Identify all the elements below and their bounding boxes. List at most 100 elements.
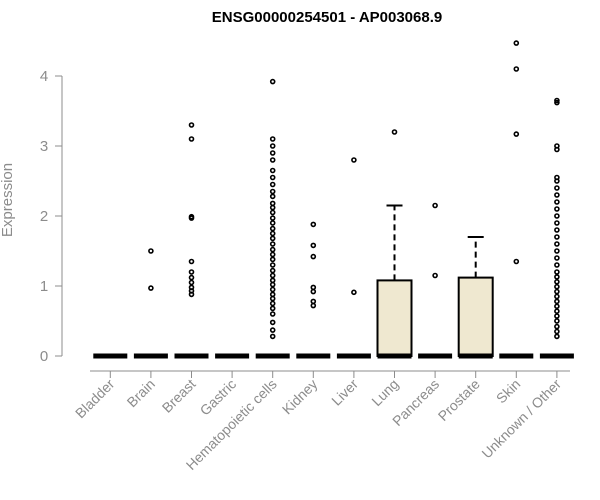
outlier-point: [310, 302, 317, 309]
outlier-point: [554, 206, 560, 212]
y-tick-label: 3: [40, 138, 48, 155]
outlier-point: [269, 157, 276, 163]
outlier-point: [269, 327, 276, 333]
outlier-point: [269, 305, 276, 312]
x-tick-label-skin: Skin: [493, 376, 524, 407]
outlier-point: [554, 255, 560, 261]
outlier-point: [188, 279, 195, 286]
outlier-point: [554, 288, 560, 295]
outlier-point: [554, 308, 560, 315]
outlier-point: [554, 323, 560, 330]
outlier-point: [188, 284, 195, 291]
outlier-point: [269, 143, 276, 149]
outlier-point: [513, 131, 520, 137]
outlier-point: [554, 213, 560, 219]
outlier-point: [351, 157, 357, 163]
outlier-point: [554, 199, 560, 205]
chart-title: ENSG00000254501 - AP003068.9: [212, 9, 442, 26]
outlier-point: [269, 174, 276, 181]
outlier-point: [554, 185, 560, 191]
x-tick-label-prostate: Prostate: [435, 376, 483, 424]
outlier-point: [269, 251, 276, 258]
outlier-point: [148, 285, 154, 291]
y-axis-label: Expression: [0, 163, 16, 237]
outlier-point: [554, 303, 560, 310]
outlier-point: [513, 258, 520, 265]
outlier-point: [269, 200, 276, 207]
outlier-point: [554, 174, 560, 181]
outlier-point: [269, 277, 276, 284]
outlier-point: [269, 136, 276, 142]
outlier-point: [269, 319, 276, 326]
outlier-point: [269, 209, 276, 216]
outlier-point: [269, 300, 276, 307]
outlier-point: [269, 291, 276, 298]
box-unknown-other: [539, 97, 574, 359]
outlier-point: [269, 262, 276, 268]
x-tick-label-brain: Brain: [124, 376, 158, 410]
x-tick-label-lung: Lung: [368, 376, 401, 409]
outlier-point: [554, 274, 560, 280]
outlier-point: [391, 129, 398, 135]
outlier-point: [554, 241, 560, 247]
outlier-point: [554, 333, 560, 340]
y-tick-label: 1: [40, 278, 48, 295]
box-rect: [376, 279, 413, 357]
outlier-point: [554, 99, 560, 106]
y-tick-label: 2: [40, 208, 48, 225]
outlier-point: [310, 242, 317, 249]
y-tick-label: 4: [40, 68, 48, 85]
outlier-point: [269, 256, 276, 263]
outlier-point: [554, 220, 560, 226]
outlier-point: [269, 78, 276, 85]
outlier-point: [269, 215, 276, 221]
outlier-point: [554, 269, 560, 275]
box-prostate: [457, 236, 494, 359]
x-tick-label-liver: Liver: [328, 376, 361, 409]
box-skin: [499, 40, 534, 359]
outlier-point: [269, 230, 276, 237]
x-tick-label-bladder: Bladder: [72, 376, 118, 422]
outlier-point: [554, 143, 560, 149]
outlier-point: [554, 234, 560, 240]
outlier-point: [269, 235, 276, 242]
outlier-point: [269, 193, 276, 200]
outlier-point: [188, 122, 195, 128]
outlier-point: [310, 284, 317, 291]
outlier-point: [513, 40, 520, 46]
box-rect: [457, 276, 494, 358]
outlier-point: [269, 311, 276, 317]
y-tick-label: 0: [40, 348, 48, 365]
outlier-point: [432, 202, 438, 209]
outlier-point: [269, 267, 276, 274]
outlier-point: [513, 66, 520, 72]
outlier-point: [554, 248, 560, 254]
x-tick-label-kidney: Kidney: [279, 376, 321, 418]
outlier-point: [554, 293, 560, 300]
outlier-point: [554, 298, 560, 305]
outlier-point: [554, 313, 560, 319]
outlier-point: [269, 333, 276, 340]
outlier-point: [269, 181, 276, 188]
outlier-point: [554, 278, 560, 285]
outlier-point: [269, 281, 276, 288]
outlier-point: [554, 192, 560, 198]
box-brain: [133, 248, 168, 359]
outlier-point: [554, 262, 560, 268]
outlier-point: [269, 220, 276, 226]
outlier-point: [269, 188, 276, 195]
outlier-point: [432, 272, 438, 279]
outlier-point: [310, 253, 317, 260]
outlier-point: [554, 328, 560, 335]
box-lung: [376, 129, 413, 359]
outlier-point: [269, 225, 276, 232]
outlier-point: [188, 274, 195, 281]
outlier-point: [269, 150, 276, 156]
outlier-point: [269, 272, 276, 279]
outlier-point: [188, 258, 195, 265]
outlier-point: [188, 213, 195, 220]
box-kidney: [296, 221, 331, 359]
outlier-point: [554, 227, 560, 233]
